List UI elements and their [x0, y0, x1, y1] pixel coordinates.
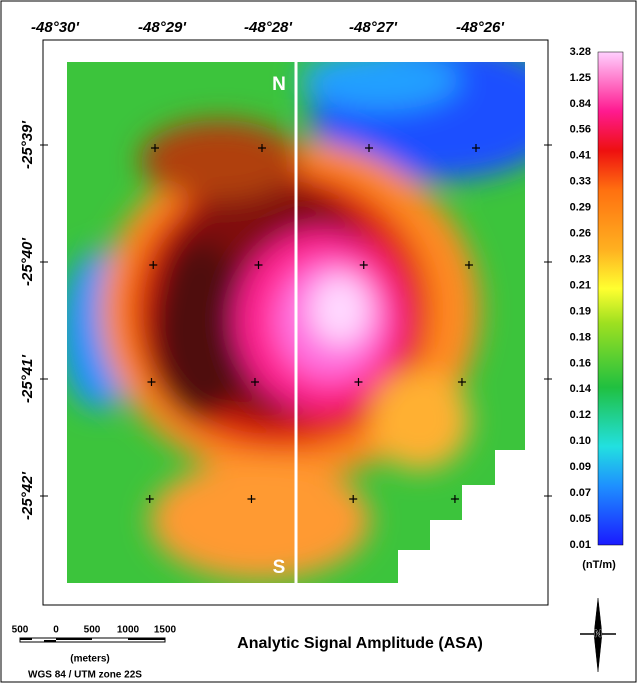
scale-label: 1000 [117, 625, 140, 636]
colorbar-label: 0.84 [570, 98, 592, 110]
scale-label: 500 [84, 625, 101, 636]
north-arrow-label: N [594, 628, 602, 640]
scale-unit: (meters) [70, 654, 109, 665]
colorbar-label: 0.21 [570, 279, 591, 291]
colorbar-label: 1.25 [570, 72, 591, 84]
colorbar-label: 0.33 [570, 176, 591, 188]
longitude-label: -48°30' [31, 19, 79, 36]
colorbar-label: 0.18 [570, 331, 591, 343]
scale-label: 500 [12, 625, 29, 636]
latitude-label: -25°42' [19, 472, 36, 520]
colorbar-label: 0.05 [570, 513, 591, 525]
colorbar-label: 0.12 [570, 409, 591, 421]
latitude-label: -25°39' [19, 121, 36, 169]
colorbar-label: 0.09 [570, 461, 591, 473]
longitude-label: -48°28' [244, 19, 292, 36]
colorbar-label: 0.56 [570, 124, 591, 136]
profile-start: N [272, 74, 286, 95]
colorbar-label: 3.28 [570, 46, 591, 58]
latitude-label: -25°40' [19, 238, 36, 286]
colorbar-label: 0.23 [570, 253, 591, 265]
projection: WGS 84 / UTM zone 22S [28, 670, 142, 681]
map-figure: N S (nT/m) Analytic Signal Amplitude (AS… [0, 0, 637, 683]
colorbar-label: 0.01 [570, 539, 591, 551]
longitude-label: -48°29' [138, 19, 186, 36]
scale-label: 0 [53, 625, 59, 636]
longitude-label: -48°26' [456, 19, 504, 36]
colorbar-label: 0.16 [570, 357, 591, 369]
colorbar-label: 0.41 [570, 150, 591, 162]
colorbar-label: 0.19 [570, 305, 591, 317]
colorbar-label: 0.29 [570, 202, 591, 214]
colorbar-unit: (nT/m) [582, 559, 616, 571]
colorbar [598, 52, 623, 545]
profile-end: S [273, 557, 286, 578]
colorbar-label: 0.10 [570, 435, 591, 447]
longitude-label: -48°27' [349, 19, 397, 36]
scale-label: 1500 [154, 625, 177, 636]
colorbar-label: 0.14 [570, 383, 592, 395]
scale-bar [20, 638, 165, 642]
map-title: Analytic Signal Amplitude (ASA) [237, 635, 483, 652]
latitude-label: -25°41' [19, 355, 36, 403]
colorbar-label: 0.26 [570, 228, 591, 240]
colorbar-label: 0.07 [570, 487, 591, 499]
